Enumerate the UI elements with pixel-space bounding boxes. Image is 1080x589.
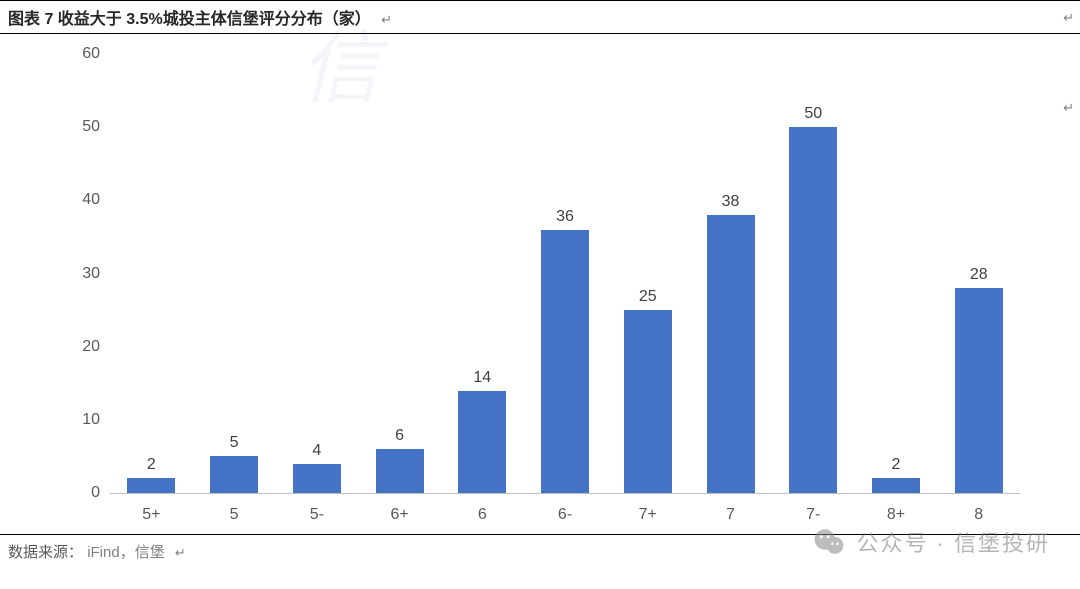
source-bar: 数据来源： iFind，信堡 ↵ <box>0 534 1080 562</box>
x-tick-label: 7 <box>689 506 772 524</box>
bar-value-label: 2 <box>147 456 156 474</box>
bar-chart: 25461436253850228 0102030405060 5+55-6+6… <box>40 44 1040 534</box>
x-tick-label: 5- <box>275 506 358 524</box>
bar-slot: 2 <box>855 54 938 493</box>
bar <box>789 127 837 493</box>
bar-value-label: 14 <box>473 369 491 387</box>
bar <box>458 391 506 493</box>
paragraph-mark-icon: ↵ <box>1063 100 1074 116</box>
bar-value-label: 5 <box>230 434 239 452</box>
bar-slot: 50 <box>772 54 855 493</box>
bar-value-label: 38 <box>722 193 740 211</box>
bar <box>293 464 341 493</box>
x-tick-label: 6+ <box>358 506 441 524</box>
bar-slot: 14 <box>441 54 524 493</box>
bar-slot: 2 <box>110 54 193 493</box>
x-tick-label: 8 <box>937 506 1020 524</box>
bar-slot: 4 <box>275 54 358 493</box>
bar <box>955 288 1003 493</box>
x-tick-label: 6 <box>441 506 524 524</box>
bar-slot: 38 <box>689 54 772 493</box>
bar-slot: 6 <box>358 54 441 493</box>
bar-value-label: 36 <box>556 208 574 226</box>
bar <box>541 230 589 493</box>
y-tick-label: 30 <box>60 265 100 283</box>
bar <box>127 478 175 493</box>
y-tick-label: 60 <box>60 45 100 63</box>
y-tick-label: 40 <box>60 191 100 209</box>
chart-title: 图表 7 收益大于 3.5%城投主体信堡评分分布（家） <box>8 11 371 28</box>
y-tick-label: 50 <box>60 118 100 136</box>
x-axis-labels: 5+55-6+66-7+77-8+8 <box>110 506 1020 524</box>
y-tick-label: 0 <box>60 484 100 502</box>
bar-slot: 36 <box>524 54 607 493</box>
source-label: 数据来源： <box>8 544 83 561</box>
bar <box>872 478 920 493</box>
bars-container: 25461436253850228 <box>110 54 1020 493</box>
x-tick-label: 7+ <box>606 506 689 524</box>
bar-value-label: 28 <box>970 266 988 284</box>
bar-slot: 5 <box>193 54 276 493</box>
bar <box>376 449 424 493</box>
source-value: iFind，信堡 <box>87 544 165 561</box>
plot-area: 25461436253850228 0102030405060 <box>110 54 1020 494</box>
x-tick-label: 5+ <box>110 506 193 524</box>
bar-value-label: 2 <box>892 456 901 474</box>
paragraph-mark-icon: ↵ <box>1063 10 1074 26</box>
x-tick-label: 6- <box>524 506 607 524</box>
bar-slot: 25 <box>606 54 689 493</box>
bar-value-label: 6 <box>395 427 404 445</box>
y-tick-label: 20 <box>60 338 100 356</box>
bar-value-label: 4 <box>312 442 321 460</box>
bar-slot: 28 <box>937 54 1020 493</box>
x-tick-label: 5 <box>193 506 276 524</box>
paragraph-mark-icon: ↵ <box>169 545 186 560</box>
title-bar: 图表 7 收益大于 3.5%城投主体信堡评分分布（家） ↵ <box>0 0 1080 34</box>
paragraph-mark-icon: ↵ <box>375 12 392 27</box>
bar-value-label: 50 <box>804 105 822 123</box>
bar <box>624 310 672 493</box>
x-tick-label: 8+ <box>855 506 938 524</box>
bar <box>707 215 755 493</box>
y-tick-label: 10 <box>60 411 100 429</box>
bar <box>210 456 258 493</box>
x-tick-label: 7- <box>772 506 855 524</box>
bar-value-label: 25 <box>639 288 657 306</box>
